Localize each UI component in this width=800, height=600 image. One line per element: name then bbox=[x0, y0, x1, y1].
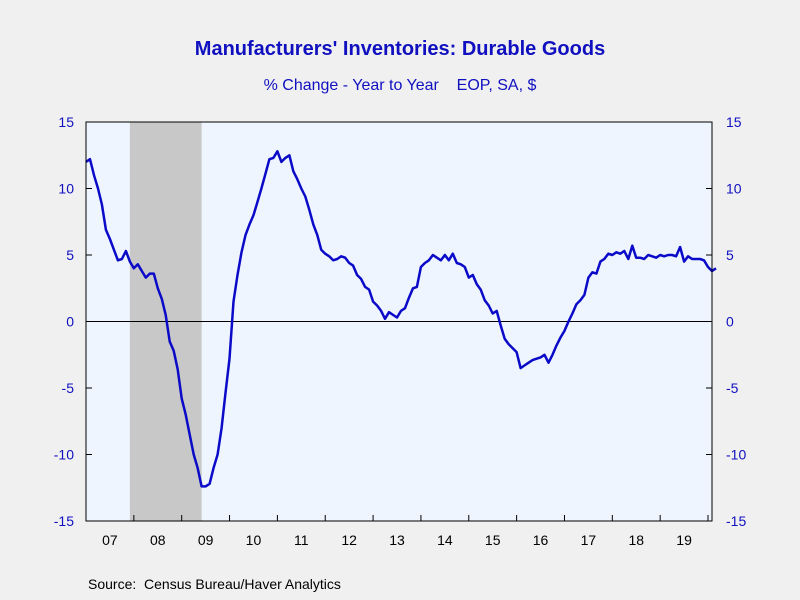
y-tick-label: 10 bbox=[726, 181, 742, 197]
x-tick-label: 16 bbox=[533, 532, 549, 548]
x-tick-label: 09 bbox=[198, 532, 214, 548]
y-tick-label: -5 bbox=[62, 380, 75, 396]
y-tick-label: -10 bbox=[54, 447, 74, 463]
x-tick-label: 14 bbox=[437, 532, 453, 548]
y-tick-label: 5 bbox=[66, 247, 74, 263]
y-tick-label: -15 bbox=[726, 513, 746, 529]
x-tick-label: 15 bbox=[485, 532, 501, 548]
chart-title: Manufacturers' Inventories: Durable Good… bbox=[194, 38, 606, 60]
x-tick-label: 13 bbox=[389, 532, 405, 548]
y-tick-label: 15 bbox=[726, 114, 742, 130]
y-tick-label: -5 bbox=[726, 380, 739, 396]
y-tick-label: 10 bbox=[58, 181, 74, 197]
x-tick-label: 11 bbox=[294, 532, 309, 548]
plot-frame bbox=[85, 121, 713, 522]
y-tick-label: 15 bbox=[58, 114, 74, 130]
x-axis: 07 08 09 10 11 12 13 14 15 16 17 18 19 bbox=[85, 515, 709, 548]
chart-subtitle: % Change - Year to Year EOP, SA, $ bbox=[263, 77, 537, 94]
x-tick-label: 08 bbox=[150, 532, 166, 548]
x-tick-label: 17 bbox=[581, 532, 597, 548]
y-tick-label: 5 bbox=[726, 247, 734, 263]
x-tick-label: 12 bbox=[341, 532, 357, 548]
y-tick-label: -10 bbox=[726, 447, 746, 463]
chart-source: Source: Census Bureau/Haver Analytics bbox=[88, 576, 341, 592]
y-tick-label: 0 bbox=[726, 314, 734, 330]
x-tick-label: 07 bbox=[102, 532, 118, 548]
y-tick-label: -15 bbox=[54, 513, 74, 529]
y-tick-label: 0 bbox=[66, 314, 74, 330]
x-tick-label: 18 bbox=[628, 532, 644, 548]
x-tick-label: 10 bbox=[246, 532, 262, 548]
series-line bbox=[85, 150, 717, 488]
x-tick-label: 19 bbox=[676, 532, 692, 548]
